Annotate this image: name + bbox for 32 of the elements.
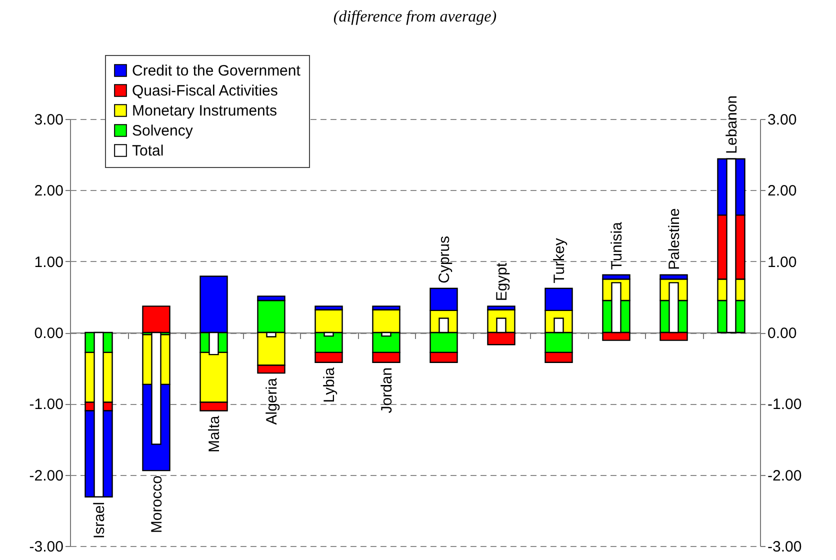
y-tick-label: 0.00 — [34, 325, 64, 342]
chart-title: (difference from average) — [333, 8, 497, 26]
y-tick-label: 3.00 — [34, 112, 64, 128]
y2-tick-label: 2.00 — [768, 182, 797, 200]
x-tick-label: Lybia — [320, 366, 338, 403]
x-tick-label: Egypt — [493, 262, 510, 302]
y-tick-label: -2.00 — [29, 467, 64, 484]
y2-tick-label: 3.00 — [768, 112, 797, 128]
legend-label: Credit to the Government — [132, 62, 302, 80]
legend-label: Solvency — [132, 122, 194, 140]
y-tick-label: 2.00 — [34, 182, 64, 200]
legend-label: Total — [132, 142, 164, 160]
x-tick-label: Algeria — [263, 377, 280, 425]
x-tick-label: Jordan — [378, 367, 396, 414]
y-tick-label: -1.00 — [29, 396, 64, 414]
y2-tick-label: -2.00 — [768, 467, 802, 484]
x-tick-label: Cyprus — [436, 236, 453, 284]
x-tick-label: Morocco — [148, 476, 166, 534]
y2-tick-label: -3.00 — [768, 538, 802, 556]
y-tick-label: 1.00 — [34, 254, 64, 271]
x-tick-label: Lebanon — [723, 95, 740, 154]
x-tick-label: Palestine — [666, 208, 683, 270]
y2-tick-label: 0.00 — [768, 325, 797, 342]
y2-tick-label: 1.00 — [768, 254, 797, 271]
legend-label: Monetary Instruments — [132, 102, 278, 120]
x-tick-label: Tunisia — [608, 221, 626, 270]
y2-tick-label: -1.00 — [768, 396, 802, 414]
y-tick-label: -3.00 — [29, 538, 64, 556]
x-tick-label: Malta — [206, 415, 223, 452]
x-tick-label: Israel — [90, 502, 108, 539]
x-tick-label: Turkey — [550, 238, 568, 284]
legend-label: Quasi-Fiscal Activities — [132, 82, 278, 100]
